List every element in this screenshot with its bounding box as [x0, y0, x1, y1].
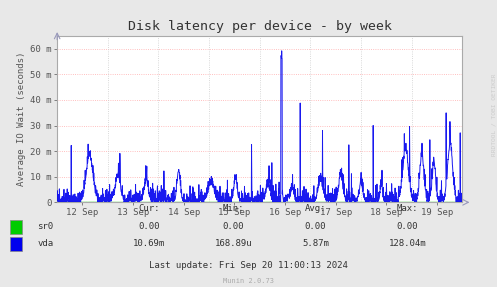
Text: Last update: Fri Sep 20 11:00:13 2024: Last update: Fri Sep 20 11:00:13 2024	[149, 261, 348, 270]
Text: 0.00: 0.00	[397, 222, 418, 231]
Text: Cur:: Cur:	[138, 204, 160, 213]
Text: Munin 2.0.73: Munin 2.0.73	[223, 278, 274, 284]
Text: 0.00: 0.00	[138, 222, 160, 231]
Text: sr0: sr0	[37, 222, 53, 231]
Text: 10.69m: 10.69m	[133, 239, 165, 249]
Text: 128.04m: 128.04m	[389, 239, 426, 249]
Text: Min:: Min:	[223, 204, 245, 213]
Text: vda: vda	[37, 239, 53, 249]
Text: 168.89u: 168.89u	[215, 239, 252, 249]
Text: 5.87m: 5.87m	[302, 239, 329, 249]
Text: Avg:: Avg:	[305, 204, 327, 213]
Text: 0.00: 0.00	[223, 222, 245, 231]
Y-axis label: Average IO Wait (seconds): Average IO Wait (seconds)	[17, 52, 26, 186]
Text: RRDTOOL / TOBI OETIKER: RRDTOOL / TOBI OETIKER	[491, 73, 496, 156]
Title: Disk latency per device - by week: Disk latency per device - by week	[128, 20, 392, 33]
Text: Max:: Max:	[397, 204, 418, 213]
Text: 0.00: 0.00	[305, 222, 327, 231]
